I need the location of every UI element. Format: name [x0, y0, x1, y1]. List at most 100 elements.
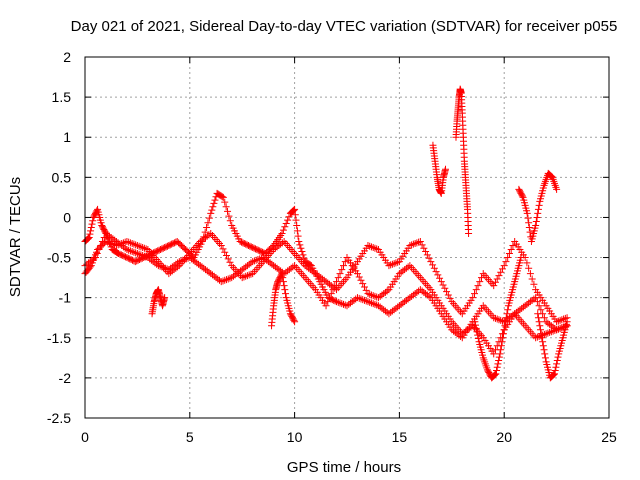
data-point	[392, 259, 400, 267]
data-point	[353, 294, 361, 302]
data-point	[88, 220, 96, 228]
y-tick-label: -2	[59, 370, 72, 386]
data-point	[294, 232, 302, 240]
data-point	[278, 229, 286, 237]
data-point	[132, 249, 140, 257]
data-point	[442, 165, 450, 173]
data-point	[221, 276, 229, 284]
x-tick-label: 20	[496, 429, 512, 445]
data-point	[546, 328, 554, 336]
data-point	[439, 281, 447, 289]
data-point	[366, 290, 374, 298]
data-point	[359, 280, 367, 288]
data-point	[423, 251, 431, 259]
y-tick-label: 1	[63, 129, 71, 145]
data-point	[331, 297, 339, 305]
data-point	[126, 247, 134, 255]
data-point	[240, 273, 248, 281]
data-point	[224, 275, 232, 283]
data-point	[282, 290, 290, 298]
x-tick-label: 10	[287, 429, 303, 445]
data-point	[204, 219, 212, 227]
data-point	[297, 244, 305, 252]
data-point	[473, 328, 481, 336]
data-point	[217, 278, 225, 286]
data-point	[498, 317, 506, 325]
data-point	[493, 315, 501, 323]
data-point	[554, 317, 562, 325]
data-point	[534, 310, 542, 318]
data-point	[422, 248, 430, 256]
data-point	[280, 282, 288, 290]
data-point	[211, 196, 219, 204]
data-point	[471, 290, 479, 298]
data-point	[537, 326, 545, 334]
data-point	[87, 223, 95, 231]
data-point	[472, 286, 480, 294]
data-point	[360, 283, 368, 291]
data-point	[525, 223, 533, 231]
data-point	[493, 367, 501, 375]
data-point	[551, 326, 559, 334]
data-point	[281, 223, 289, 231]
data-point	[465, 229, 473, 237]
data-point	[89, 217, 97, 225]
data-point	[474, 282, 482, 290]
data-point	[537, 306, 545, 314]
data-point	[226, 217, 234, 225]
data-point	[525, 264, 533, 272]
data-point	[355, 294, 363, 302]
data-point	[252, 256, 260, 264]
data-point	[536, 322, 544, 330]
data-point	[408, 241, 416, 249]
data-point	[429, 261, 437, 269]
y-axis-title: SDTVAR / TECUs	[7, 177, 24, 297]
data-point	[135, 250, 143, 258]
data-point	[474, 331, 482, 339]
data-point	[533, 298, 541, 306]
data-point	[160, 264, 168, 272]
data-point	[383, 287, 391, 295]
data-point	[556, 316, 564, 324]
data-point	[497, 268, 505, 276]
data-point	[364, 298, 372, 306]
data-point	[340, 262, 348, 270]
data-point	[245, 271, 253, 279]
data-point	[90, 255, 98, 263]
data-point	[416, 238, 424, 246]
data-point	[353, 270, 361, 278]
data-point	[498, 338, 506, 346]
data-point	[561, 314, 569, 322]
data-point	[503, 310, 511, 318]
data-point	[490, 314, 498, 322]
y-tick-label: 2	[63, 49, 71, 65]
data-point	[500, 262, 508, 270]
data-point	[540, 314, 548, 322]
data-point	[528, 275, 536, 283]
data-point	[539, 342, 547, 350]
data-point	[208, 206, 216, 214]
data-point	[336, 299, 344, 307]
data-point	[504, 306, 512, 314]
data-point	[184, 254, 192, 262]
data-point	[137, 251, 145, 259]
data-point	[523, 209, 531, 217]
data-point	[497, 342, 505, 350]
data-point	[495, 272, 503, 280]
x-axis-title: GPS time / hours	[287, 459, 401, 476]
data-point	[125, 246, 133, 254]
data-point	[526, 270, 534, 278]
data-point	[279, 278, 287, 286]
data-marks	[81, 85, 571, 382]
data-point	[366, 242, 374, 250]
data-point	[533, 213, 541, 221]
data-point	[540, 346, 548, 354]
data-point	[530, 280, 538, 288]
data-point	[537, 330, 545, 338]
data-point	[364, 242, 372, 250]
data-point	[532, 334, 540, 342]
data-point	[554, 325, 562, 333]
data-point	[289, 207, 297, 215]
data-point	[130, 240, 138, 248]
data-point	[553, 360, 561, 368]
